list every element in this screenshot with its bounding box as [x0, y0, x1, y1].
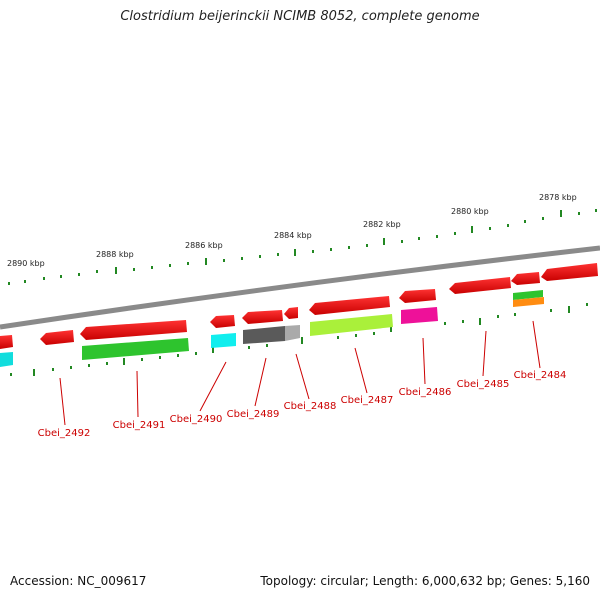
gene-label-2486[interactable]: Cbei_2486 — [399, 387, 452, 398]
gene-arrow-2490[interactable] — [210, 315, 235, 328]
gene-label-2490[interactable]: Cbei_2490 — [170, 414, 223, 425]
gene-label-2492[interactable]: Cbei_2492 — [38, 428, 91, 439]
product-block-2491[interactable] — [82, 338, 189, 360]
product-block-2487[interactable] — [310, 314, 393, 336]
tick-label-2890: 2890 kbp — [7, 259, 45, 268]
gene-arrow-2489[interactable] — [242, 310, 283, 324]
product-block-2484-orange[interactable] — [513, 297, 544, 307]
genome-backbone — [0, 245, 600, 330]
gene-label-2484[interactable]: Cbei_2484 — [514, 370, 567, 381]
gene-label-2487[interactable]: Cbei_2487 — [341, 395, 394, 406]
product-block-2488[interactable] — [285, 325, 300, 341]
product-block-2489[interactable] — [243, 326, 285, 344]
gene-label-2488[interactable]: Cbei_2488 — [284, 401, 337, 412]
gene-arrow-2491[interactable] — [80, 320, 187, 340]
product-block-2486[interactable] — [401, 307, 438, 324]
tick-label-2880: 2880 kbp — [451, 207, 489, 216]
product-block-2490[interactable] — [211, 333, 236, 348]
gene-arrow-2483[interactable] — [541, 263, 598, 281]
tick-marks — [8, 209, 597, 285]
gene-arrow-2486[interactable] — [399, 289, 436, 303]
accession-text: Accession: NC_009617 — [10, 574, 147, 588]
tick-label-2884: 2884 kbp — [274, 231, 312, 240]
gene-arrow-2488[interactable] — [284, 307, 298, 319]
tick-label-2886: 2886 kbp — [185, 241, 223, 250]
gene-label-2491[interactable]: Cbei_2491 — [113, 420, 166, 431]
genome-summary-text: Topology: circular; Length: 6,000,632 bp… — [260, 574, 590, 588]
tick-label-2882: 2882 kbp — [363, 220, 401, 229]
tick-label-2888: 2888 kbp — [96, 250, 134, 259]
gene-arrow-2492[interactable] — [40, 330, 74, 345]
label-leaders — [59, 320, 541, 426]
gene-label-2485[interactable]: Cbei_2485 — [457, 379, 510, 390]
gene-arrow-2485[interactable] — [449, 277, 511, 294]
tick-label-2878: 2878 kbp — [539, 193, 577, 202]
map-title: Clostridium beijerinckii NCIMB 8052, com… — [120, 9, 480, 24]
gene-label-2489[interactable]: Cbei_2489 — [227, 409, 280, 420]
gene-arrow-2493[interactable] — [0, 335, 13, 349]
gene-arrows — [0, 263, 598, 349]
product-block-2484-green[interactable] — [513, 290, 543, 300]
gene-arrow-2487[interactable] — [309, 296, 390, 315]
inner-tick-marks — [10, 303, 588, 376]
gene-products — [0, 290, 544, 367]
product-block-cyan-left[interactable] — [0, 352, 13, 367]
gene-arrow-2484[interactable] — [511, 272, 540, 285]
